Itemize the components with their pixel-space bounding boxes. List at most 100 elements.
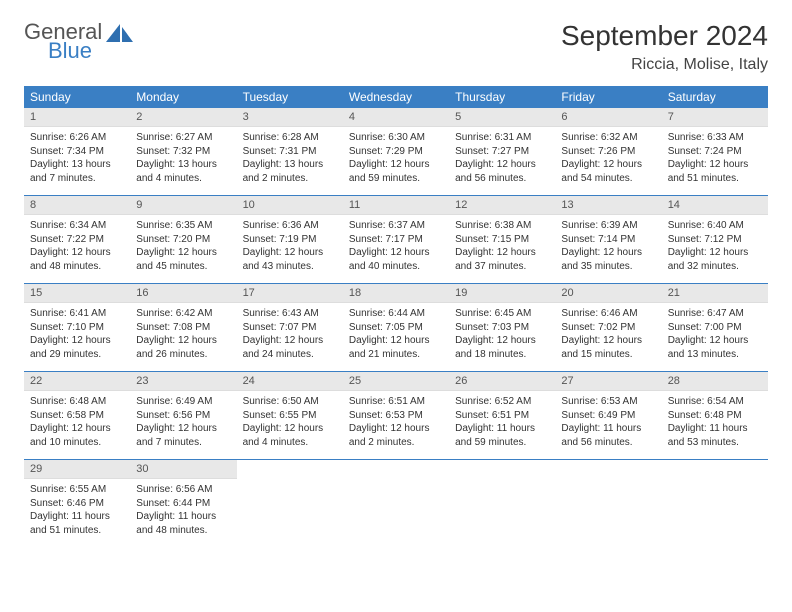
calendar-table: Sunday Monday Tuesday Wednesday Thursday… — [24, 86, 768, 548]
sunrise-line: Sunrise: 6:55 AM — [30, 483, 124, 497]
sunrise-line: Sunrise: 6:38 AM — [455, 219, 549, 233]
sunrise-line: Sunrise: 6:26 AM — [30, 131, 124, 145]
daylight-line: Daylight: 12 hours and 7 minutes. — [136, 422, 230, 449]
calendar-cell — [449, 460, 555, 548]
sunset-line: Sunset: 7:12 PM — [668, 233, 762, 247]
calendar-cell: 14Sunrise: 6:40 AMSunset: 7:12 PMDayligh… — [662, 196, 768, 284]
day-number: 20 — [555, 284, 661, 303]
sunrise-line: Sunrise: 6:44 AM — [349, 307, 443, 321]
day-body: Sunrise: 6:26 AMSunset: 7:34 PMDaylight:… — [24, 127, 130, 191]
day-number: 17 — [237, 284, 343, 303]
logo-sail-icon — [106, 24, 134, 44]
calendar-cell: 13Sunrise: 6:39 AMSunset: 7:14 PMDayligh… — [555, 196, 661, 284]
daylight-line: Daylight: 12 hours and 24 minutes. — [243, 334, 337, 361]
sunrise-line: Sunrise: 6:54 AM — [668, 395, 762, 409]
daylight-line: Daylight: 12 hours and 56 minutes. — [455, 158, 549, 185]
day-body: Sunrise: 6:35 AMSunset: 7:20 PMDaylight:… — [130, 215, 236, 279]
daylight-line: Daylight: 11 hours and 59 minutes. — [455, 422, 549, 449]
sunrise-line: Sunrise: 6:30 AM — [349, 131, 443, 145]
dow-wednesday: Wednesday — [343, 86, 449, 108]
sunset-line: Sunset: 7:08 PM — [136, 321, 230, 335]
location: Riccia, Molise, Italy — [561, 56, 768, 74]
day-body: Sunrise: 6:48 AMSunset: 6:58 PMDaylight:… — [24, 391, 130, 455]
sunset-line: Sunset: 7:00 PM — [668, 321, 762, 335]
logo-line2: Blue — [48, 39, 102, 62]
sunset-line: Sunset: 7:19 PM — [243, 233, 337, 247]
calendar-cell: 9Sunrise: 6:35 AMSunset: 7:20 PMDaylight… — [130, 196, 236, 284]
day-body: Sunrise: 6:54 AMSunset: 6:48 PMDaylight:… — [662, 391, 768, 455]
calendar-cell: 22Sunrise: 6:48 AMSunset: 6:58 PMDayligh… — [24, 372, 130, 460]
calendar-cell: 8Sunrise: 6:34 AMSunset: 7:22 PMDaylight… — [24, 196, 130, 284]
sunset-line: Sunset: 7:17 PM — [349, 233, 443, 247]
day-body: Sunrise: 6:31 AMSunset: 7:27 PMDaylight:… — [449, 127, 555, 191]
sunrise-line: Sunrise: 6:48 AM — [30, 395, 124, 409]
sunrise-line: Sunrise: 6:43 AM — [243, 307, 337, 321]
sunrise-line: Sunrise: 6:41 AM — [30, 307, 124, 321]
day-body: Sunrise: 6:51 AMSunset: 6:53 PMDaylight:… — [343, 391, 449, 455]
sunset-line: Sunset: 6:53 PM — [349, 409, 443, 423]
sunrise-line: Sunrise: 6:32 AM — [561, 131, 655, 145]
sunrise-line: Sunrise: 6:46 AM — [561, 307, 655, 321]
sunrise-line: Sunrise: 6:50 AM — [243, 395, 337, 409]
calendar-week: 8Sunrise: 6:34 AMSunset: 7:22 PMDaylight… — [24, 196, 768, 284]
sunset-line: Sunset: 6:46 PM — [30, 497, 124, 511]
day-body: Sunrise: 6:53 AMSunset: 6:49 PMDaylight:… — [555, 391, 661, 455]
daylight-line: Daylight: 12 hours and 10 minutes. — [30, 422, 124, 449]
day-number: 15 — [24, 284, 130, 303]
daylight-line: Daylight: 12 hours and 4 minutes. — [243, 422, 337, 449]
calendar-cell: 15Sunrise: 6:41 AMSunset: 7:10 PMDayligh… — [24, 284, 130, 372]
sunrise-line: Sunrise: 6:42 AM — [136, 307, 230, 321]
day-body: Sunrise: 6:42 AMSunset: 7:08 PMDaylight:… — [130, 303, 236, 367]
daylight-line: Daylight: 12 hours and 51 minutes. — [668, 158, 762, 185]
sunrise-line: Sunrise: 6:34 AM — [30, 219, 124, 233]
sunset-line: Sunset: 7:32 PM — [136, 145, 230, 159]
day-number: 12 — [449, 196, 555, 215]
sunrise-line: Sunrise: 6:56 AM — [136, 483, 230, 497]
daylight-line: Daylight: 11 hours and 48 minutes. — [136, 510, 230, 537]
daylight-line: Daylight: 12 hours and 18 minutes. — [455, 334, 549, 361]
day-body: Sunrise: 6:28 AMSunset: 7:31 PMDaylight:… — [237, 127, 343, 191]
calendar-cell: 27Sunrise: 6:53 AMSunset: 6:49 PMDayligh… — [555, 372, 661, 460]
calendar-cell — [237, 460, 343, 548]
day-body: Sunrise: 6:38 AMSunset: 7:15 PMDaylight:… — [449, 215, 555, 279]
day-number: 2 — [130, 108, 236, 127]
day-body: Sunrise: 6:39 AMSunset: 7:14 PMDaylight:… — [555, 215, 661, 279]
day-number: 4 — [343, 108, 449, 127]
calendar-cell: 30Sunrise: 6:56 AMSunset: 6:44 PMDayligh… — [130, 460, 236, 548]
calendar-cell: 21Sunrise: 6:47 AMSunset: 7:00 PMDayligh… — [662, 284, 768, 372]
day-number: 21 — [662, 284, 768, 303]
month-title: September 2024 — [561, 20, 768, 52]
calendar-cell: 26Sunrise: 6:52 AMSunset: 6:51 PMDayligh… — [449, 372, 555, 460]
sunrise-line: Sunrise: 6:45 AM — [455, 307, 549, 321]
sunrise-line: Sunrise: 6:35 AM — [136, 219, 230, 233]
logo-text: General Blue — [24, 20, 102, 62]
calendar-body: 1Sunrise: 6:26 AMSunset: 7:34 PMDaylight… — [24, 108, 768, 548]
day-number: 8 — [24, 196, 130, 215]
sunrise-line: Sunrise: 6:49 AM — [136, 395, 230, 409]
daylight-line: Daylight: 12 hours and 35 minutes. — [561, 246, 655, 273]
dow-tuesday: Tuesday — [237, 86, 343, 108]
daylight-line: Daylight: 13 hours and 2 minutes. — [243, 158, 337, 185]
sunrise-line: Sunrise: 6:40 AM — [668, 219, 762, 233]
daylight-line: Daylight: 12 hours and 40 minutes. — [349, 246, 443, 273]
day-number: 7 — [662, 108, 768, 127]
calendar-week: 29Sunrise: 6:55 AMSunset: 6:46 PMDayligh… — [24, 460, 768, 548]
sunset-line: Sunset: 7:31 PM — [243, 145, 337, 159]
logo: General Blue — [24, 20, 134, 62]
day-body: Sunrise: 6:47 AMSunset: 7:00 PMDaylight:… — [662, 303, 768, 367]
calendar-cell — [343, 460, 449, 548]
day-body: Sunrise: 6:49 AMSunset: 6:56 PMDaylight:… — [130, 391, 236, 455]
calendar-cell: 20Sunrise: 6:46 AMSunset: 7:02 PMDayligh… — [555, 284, 661, 372]
calendar-week: 22Sunrise: 6:48 AMSunset: 6:58 PMDayligh… — [24, 372, 768, 460]
daylight-line: Daylight: 12 hours and 54 minutes. — [561, 158, 655, 185]
sunset-line: Sunset: 7:07 PM — [243, 321, 337, 335]
day-body: Sunrise: 6:46 AMSunset: 7:02 PMDaylight:… — [555, 303, 661, 367]
sunrise-line: Sunrise: 6:52 AM — [455, 395, 549, 409]
day-body: Sunrise: 6:32 AMSunset: 7:26 PMDaylight:… — [555, 127, 661, 191]
day-body: Sunrise: 6:34 AMSunset: 7:22 PMDaylight:… — [24, 215, 130, 279]
daylight-line: Daylight: 12 hours and 13 minutes. — [668, 334, 762, 361]
day-body: Sunrise: 6:37 AMSunset: 7:17 PMDaylight:… — [343, 215, 449, 279]
daylight-line: Daylight: 12 hours and 15 minutes. — [561, 334, 655, 361]
calendar-cell: 5Sunrise: 6:31 AMSunset: 7:27 PMDaylight… — [449, 108, 555, 196]
sunset-line: Sunset: 6:51 PM — [455, 409, 549, 423]
